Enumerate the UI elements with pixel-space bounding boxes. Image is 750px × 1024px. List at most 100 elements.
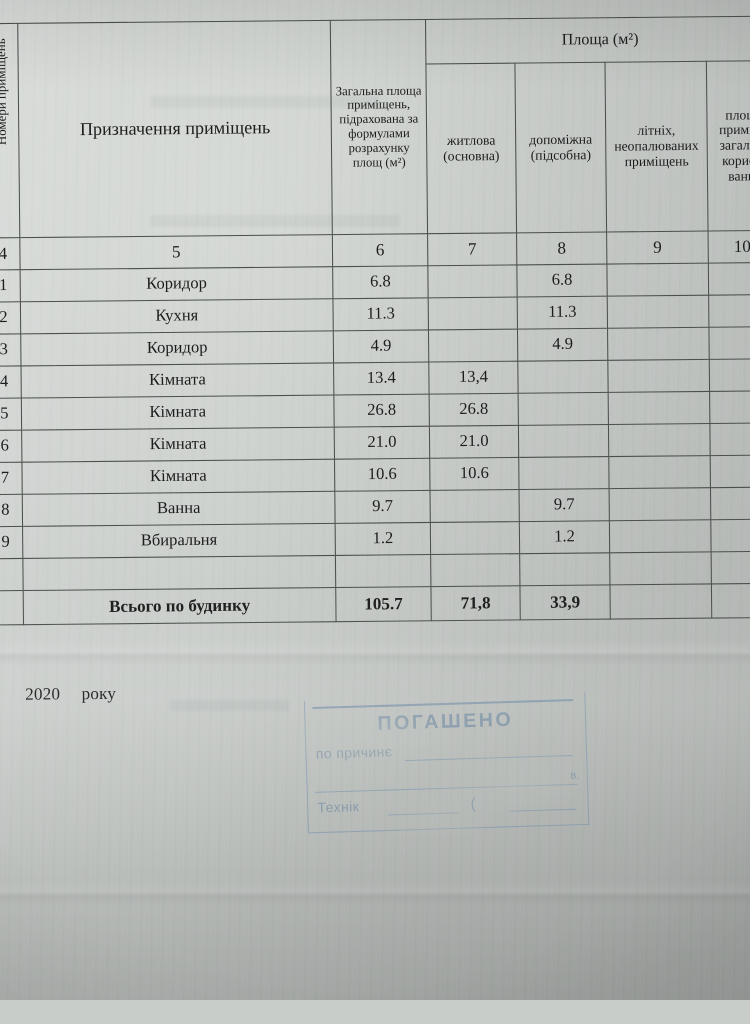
cell-summer [607,359,710,393]
header-col-room-numbers: Номери приміщень [0,23,20,238]
cell-name: Кімната [21,459,335,495]
cell-summer [607,295,709,329]
cell-name: Ванна [22,491,336,527]
blank-cell-summer [609,551,712,585]
blank-cell-total [335,554,431,588]
date-line: я 2020 року [0,683,116,705]
column-number-4: 4 [0,237,21,271]
table-total-row: Всього по будинку 105.7 71,8 33,9 [0,583,750,626]
cell-auxiliary: 1.2 [519,520,610,554]
column-number-8: 8 [516,231,607,265]
cell-auxiliary [518,392,609,426]
cell-total: 4.9 [333,329,429,363]
cell-auxiliary [517,360,609,394]
cell-total: 21.0 [334,426,430,460]
cell-common [709,390,750,424]
header-group-area: Площа (м²) [425,16,750,64]
cell-name: Кімната [21,395,335,431]
blank-cell-common [711,551,750,584]
cell-living [427,264,518,298]
blank-cell-name [22,555,336,591]
column-number-5: 5 [19,234,333,270]
cell-common [708,294,750,328]
cell-living [428,297,518,330]
cell-total: 13.4 [333,362,430,396]
cell-total: 1.2 [335,522,431,556]
cell-summer [608,423,711,457]
cell-total: 9.7 [334,490,431,524]
blank-cell-living [430,553,520,587]
cell-summer [606,263,709,297]
cell-living: 13,4 [428,361,519,395]
paper-background [0,0,750,1000]
stamp-technician-label: Технік [317,798,360,816]
date-year: 2020 [25,683,61,704]
cell-number: 2 [0,301,21,335]
column-number-9: 9 [606,231,709,265]
header-col-living-area: житлова (основна) [425,63,517,234]
date-year-word: року [81,683,117,704]
header-col-summer-area: літніх, неопалюваних приміщень [604,61,709,232]
header-col-purpose: Призначення приміщень [17,20,333,238]
cell-auxiliary: 4.9 [517,328,608,362]
total-cell-living-area: 71,8 [430,585,521,621]
cell-auxiliary: 9.7 [519,488,610,522]
cell-common [708,326,750,360]
cell-auxiliary: 6.8 [516,264,608,298]
header-col-room-numbers-label: Номери приміщень [0,38,10,146]
cell-auxiliary [518,456,610,490]
cell-common [710,487,750,520]
stamp-corner-mark: в. [570,769,580,782]
cell-auxiliary: 11.3 [517,296,608,330]
column-number-10: 10 [708,230,750,264]
stamp-frame [303,692,590,834]
cell-summer [608,455,711,489]
cell-number: 5 [0,398,22,431]
cell-total: 26.8 [333,394,430,428]
blank-cell-number [0,558,24,591]
header-col-auxiliary-area: допоміжна (підсобна) [514,62,607,233]
total-cell-total-area: 105.7 [335,586,432,622]
cell-name: Кухня [20,298,334,334]
cell-living [430,489,520,523]
cell-number: 7 [0,462,23,495]
blank-cell-auxiliary [519,552,611,586]
stamp-technician-rule [388,812,459,816]
table-header-group-row: груп приміщень Номери приміщень Призначе… [0,16,750,238]
stamp-ink-blotting [299,688,594,838]
header-col-common-area: площ приміщ загальн корист ванн [706,60,750,232]
cell-name: Вбиральня [22,523,336,559]
cell-living: 26.8 [429,393,519,427]
cell-number: 1 [0,269,21,303]
cell-number: 6 [0,430,22,463]
stamp-reason-label: по причинє [315,743,393,762]
room-schedule-table: груп приміщень Номери приміщень Призначе… [0,16,750,626]
column-number-6: 6 [332,233,428,267]
stamp-top-rule [312,699,574,710]
cell-auxiliary [518,424,609,458]
cell-name: Коридор [20,266,333,302]
stamp-reason-rule [405,754,573,762]
cell-name: Кімната [21,362,334,399]
cell-summer [609,487,711,521]
cell-summer [608,391,710,425]
stamp-paren: ( [470,795,477,813]
cell-number: 9 [0,526,23,559]
cell-name: Кімната [21,427,335,463]
cell-living [428,329,518,363]
cell-total: 6.8 [332,265,429,299]
cell-living: 10.6 [429,457,520,491]
stamp-signature-rule [510,808,577,812]
cell-living [430,521,520,555]
header-col-total-area: Загальна площа приміщень, підрахована за… [330,19,428,235]
cell-number: 4 [0,365,22,399]
cancelled-stamp: ПОГАШЕНО по причинє Технік ( в. [299,688,594,838]
cell-living: 21.0 [429,425,519,459]
cell-number: 3 [0,333,22,367]
total-cell-auxiliary-area: 33,9 [519,584,611,620]
cell-total: 11.3 [332,297,429,331]
total-cell-number [0,590,24,626]
table-body: 11Коридор6.86.82Кухня11.311.33Коридор4.9… [0,262,750,559]
total-cell-summer-area [610,583,712,620]
